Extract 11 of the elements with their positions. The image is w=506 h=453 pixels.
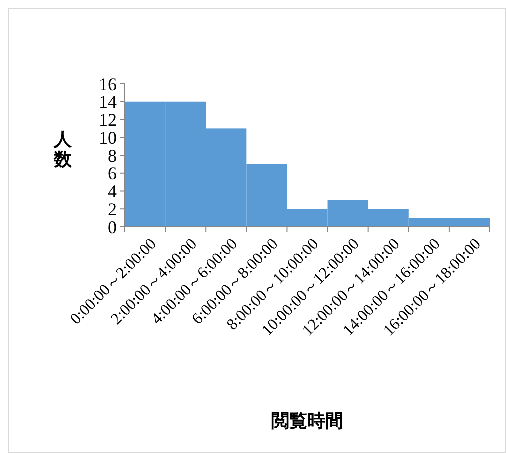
x-axis-title: 閲覧時間 (272, 411, 344, 432)
y-tick-label: 0 (108, 217, 117, 238)
y-tick-label: 14 (99, 92, 117, 112)
y-tick-label: 4 (108, 182, 117, 202)
y-tick-label: 10 (99, 128, 117, 148)
y-tick-label: 6 (108, 164, 117, 184)
y-tick-label: 8 (108, 146, 117, 166)
y-axis-title: 人数 (53, 130, 73, 170)
y-tick-label: 16 (99, 74, 117, 94)
y-tick-label: 2 (108, 199, 117, 220)
y-tick-label: 12 (99, 110, 117, 130)
